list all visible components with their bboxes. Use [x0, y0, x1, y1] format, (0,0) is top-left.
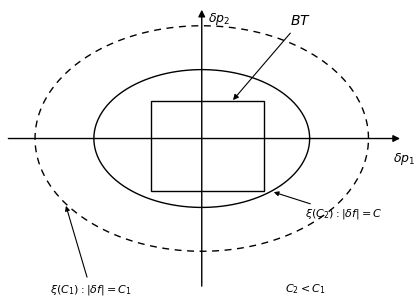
Text: $\xi(C_2):|\delta f| = C$: $\xi(C_2):|\delta f| = C$ — [275, 192, 383, 221]
Text: $\delta p_1$: $\delta p_1$ — [393, 151, 415, 167]
Text: $C_2 < C_1$: $C_2 < C_1$ — [285, 283, 326, 296]
Text: $\delta p_2$: $\delta p_2$ — [208, 11, 230, 27]
Text: $BT$: $BT$ — [234, 14, 311, 99]
Text: $\xi(C_1):|\delta f| = C_1$: $\xi(C_1):|\delta f| = C_1$ — [50, 207, 132, 297]
Bar — [151, 101, 264, 191]
